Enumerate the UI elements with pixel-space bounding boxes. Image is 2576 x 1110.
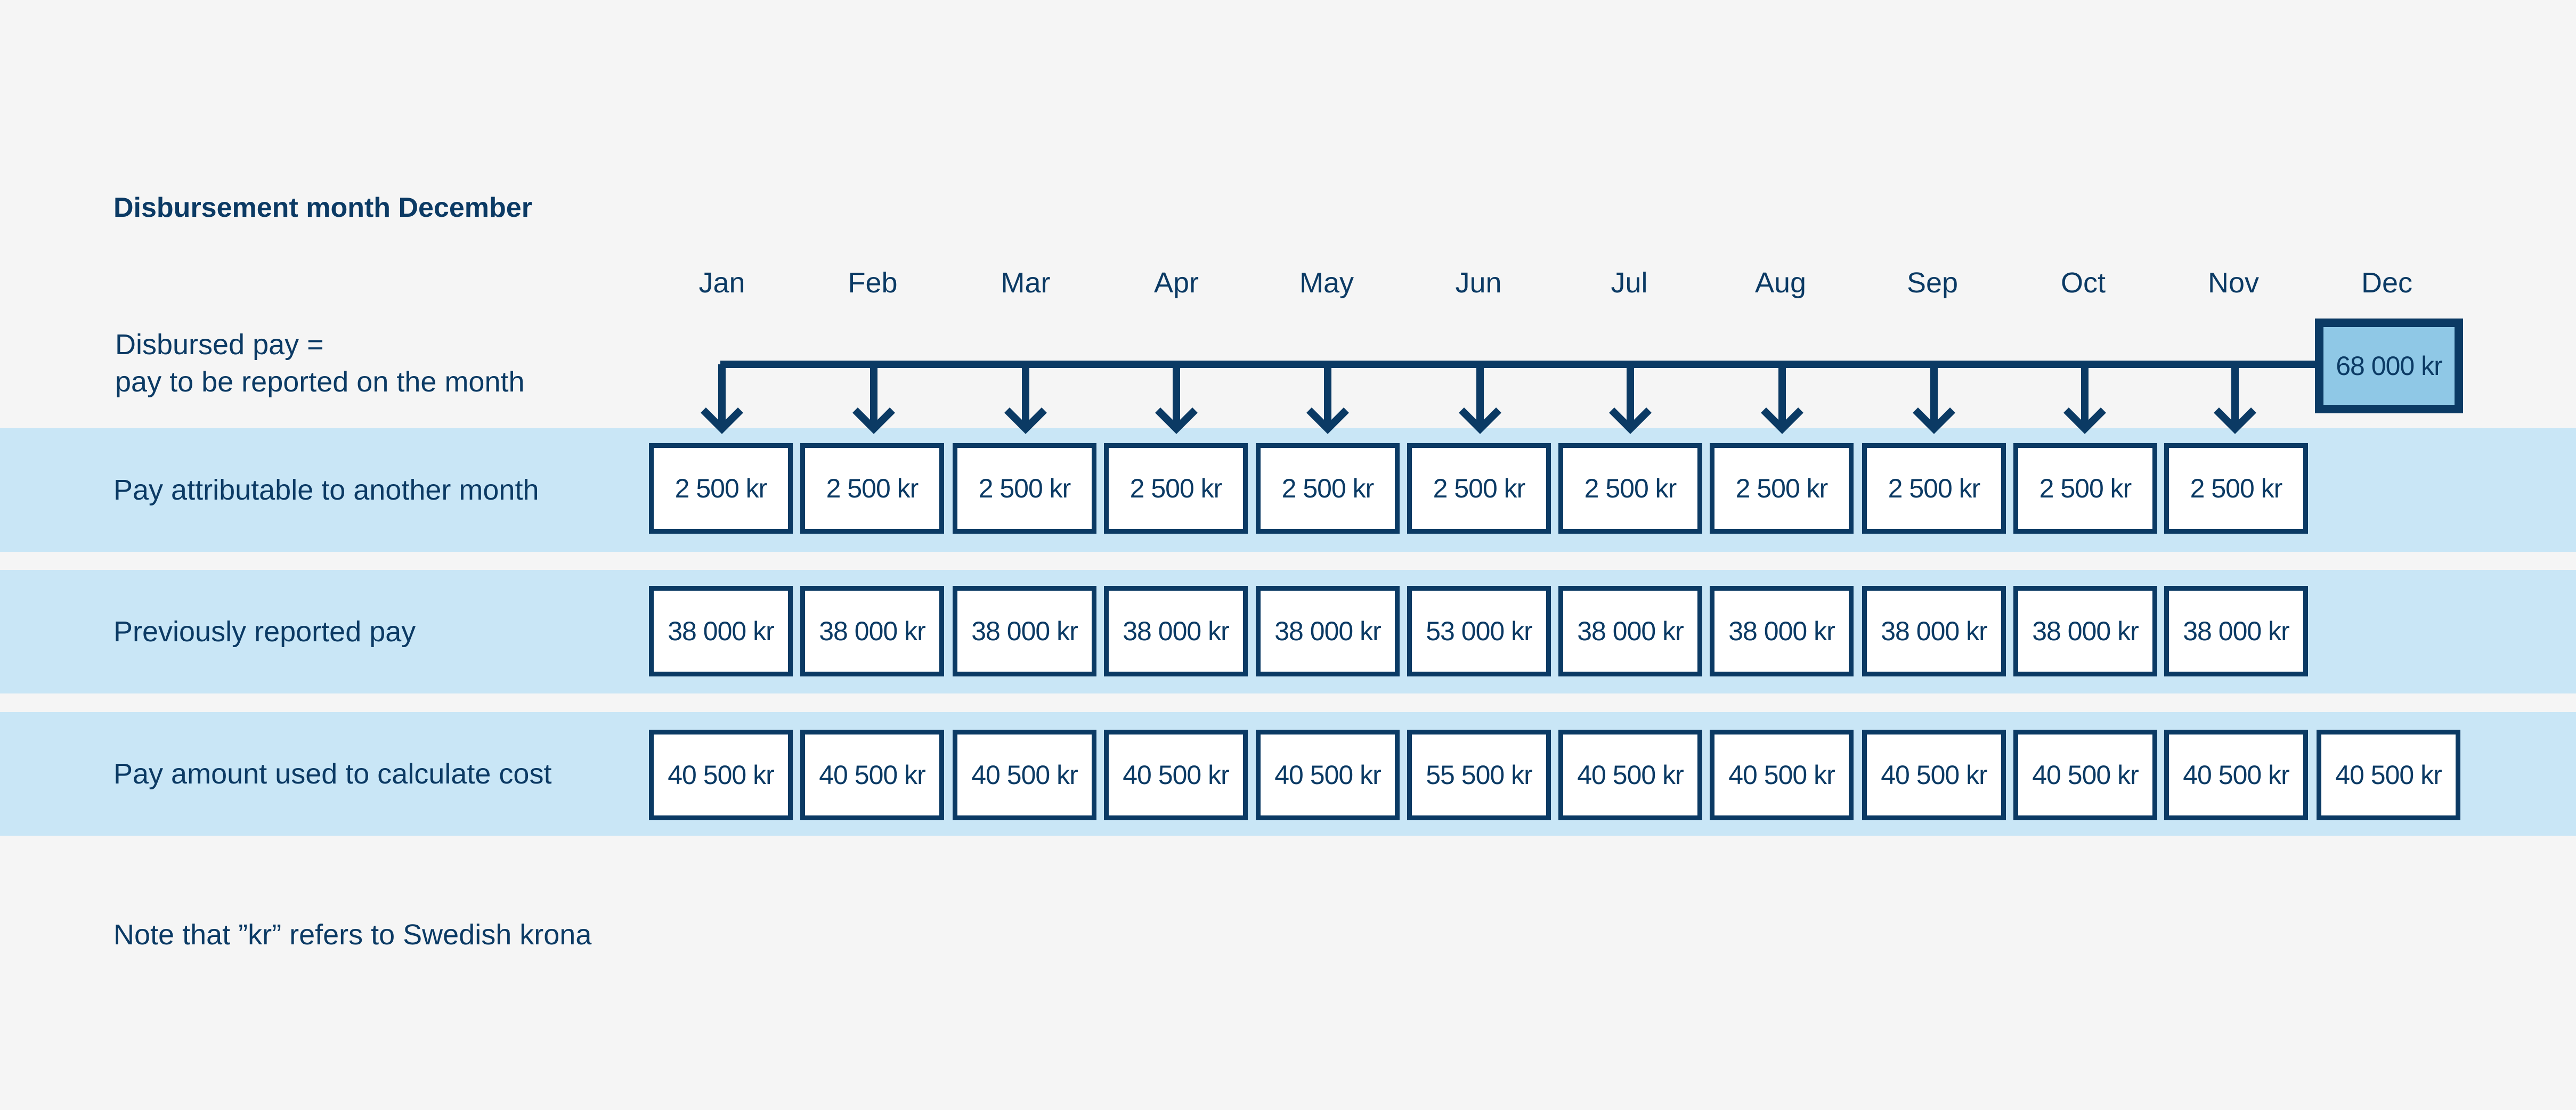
value-cell-calculated-cost: 40 500 kr — [1862, 730, 2006, 820]
value-cell-calculated-cost: 40 500 kr — [800, 730, 944, 820]
value-cell-attributable: 2 500 kr — [1104, 443, 1248, 534]
distribution-arrows — [701, 361, 2315, 434]
value-cell-attributable: 2 500 kr — [1407, 443, 1551, 534]
month-label-jan: Jan — [698, 267, 745, 299]
value-cell-previously-reported: 53 000 kr — [1407, 586, 1551, 676]
arrow-down-icon — [2214, 364, 2256, 434]
month-label-may: May — [1299, 267, 1354, 299]
arrow-down-icon — [1004, 364, 1047, 434]
value-cell-calculated-cost: 40 500 kr — [953, 730, 1096, 820]
disbursed-pay-label-line2: pay to be reported on the month — [115, 366, 525, 398]
value-cell-calculated-cost: 40 500 kr — [1558, 730, 1702, 820]
value-cell-calculated-cost: 40 500 kr — [2317, 730, 2460, 820]
arrow-down-icon — [852, 364, 895, 434]
arrow-down-icon — [1155, 364, 1198, 434]
row-label-calculated-cost: Pay amount used to calculate cost — [113, 758, 552, 790]
arrow-down-icon — [1761, 364, 1803, 434]
value-cell-previously-reported: 38 000 kr — [1256, 586, 1400, 676]
row-label-attributable: Pay attributable to another month — [113, 474, 539, 506]
arrow-down-icon — [1306, 364, 1349, 434]
arrow-down-icon — [1913, 364, 1955, 434]
footnote: Note that ”kr” refers to Swedish krona — [113, 919, 592, 951]
value-cell-calculated-cost: 40 500 kr — [649, 730, 793, 820]
value-cell-attributable: 2 500 kr — [2013, 443, 2157, 534]
value-cell-previously-reported: 38 000 kr — [1710, 586, 1854, 676]
month-label-sep: Sep — [1906, 267, 1959, 299]
value-cell-previously-reported: 38 000 kr — [1862, 586, 2006, 676]
value-cell-attributable: 2 500 kr — [1862, 443, 2006, 534]
disbursed-pay-label: Disbursed pay = pay to be reported on th… — [115, 326, 525, 401]
value-cell-calculated-cost: 40 500 kr — [1256, 730, 1400, 820]
arrow-down-icon — [2063, 364, 2106, 434]
value-cell-previously-reported: 38 000 kr — [800, 586, 944, 676]
value-cell-calculated-cost: 40 500 kr — [2013, 730, 2157, 820]
value-cell-attributable: 2 500 kr — [953, 443, 1096, 534]
diagram-title: Disbursement month December — [113, 192, 532, 223]
arrow-down-icon — [1459, 364, 1501, 434]
value-cell-previously-reported: 38 000 kr — [649, 586, 793, 676]
month-label-mar: Mar — [1001, 267, 1051, 299]
value-cell-attributable: 2 500 kr — [1710, 443, 1854, 534]
value-cell-previously-reported: 38 000 kr — [953, 586, 1096, 676]
month-label-feb: Feb — [848, 267, 898, 299]
value-cell-previously-reported: 38 000 kr — [2013, 586, 2157, 676]
value-cell-calculated-cost: 55 500 kr — [1407, 730, 1551, 820]
disbursed-pay-label-line1: Disbursed pay = — [115, 329, 324, 361]
month-label-oct: Oct — [2060, 267, 2106, 299]
value-cell-previously-reported: 38 000 kr — [1558, 586, 1702, 676]
value-cell-attributable: 2 500 kr — [1558, 443, 1702, 534]
value-cell-previously-reported: 38 000 kr — [2164, 586, 2308, 676]
row-label-previously-reported: Previously reported pay — [113, 616, 416, 648]
month-label-aug: Aug — [1754, 267, 1807, 299]
arrow-down-icon — [1609, 364, 1652, 434]
disbursed-pay-december-box: 68 000 kr — [2315, 319, 2463, 413]
value-cell-calculated-cost: 40 500 kr — [1710, 730, 1854, 820]
value-cell-attributable: 2 500 kr — [1256, 443, 1400, 534]
month-label-jun: Jun — [1455, 267, 1502, 299]
month-label-nov: Nov — [2207, 267, 2260, 299]
value-cell-calculated-cost: 40 500 kr — [2164, 730, 2308, 820]
month-label-apr: Apr — [1153, 267, 1199, 299]
value-cell-attributable: 2 500 kr — [800, 443, 944, 534]
arrow-down-icon — [701, 364, 743, 434]
value-cell-calculated-cost: 40 500 kr — [1104, 730, 1248, 820]
month-label-jul: Jul — [1611, 267, 1648, 299]
value-cell-attributable: 2 500 kr — [2164, 443, 2308, 534]
value-cell-previously-reported: 38 000 kr — [1104, 586, 1248, 676]
value-cell-attributable: 2 500 kr — [649, 443, 793, 534]
month-label-dec: Dec — [2361, 267, 2413, 299]
